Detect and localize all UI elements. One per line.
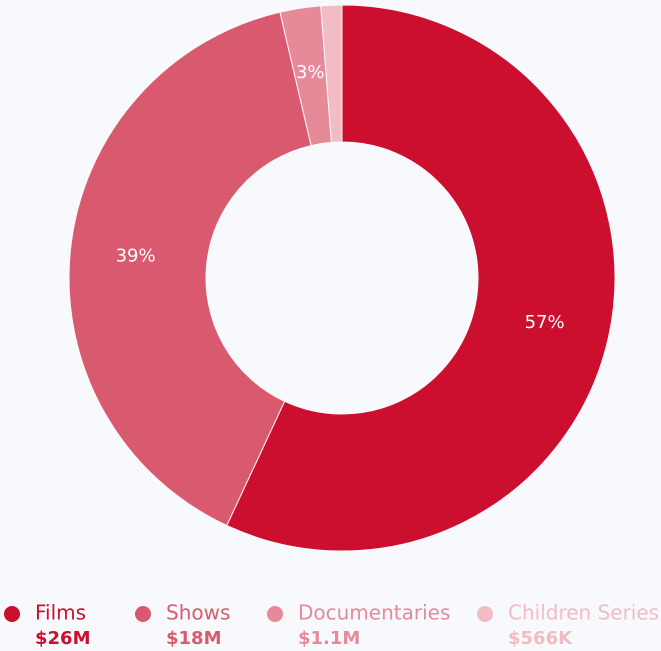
legend-item[interactable]: Films $26M <box>4 601 91 650</box>
legend-label: Films <box>35 601 86 625</box>
legend-item[interactable]: Shows $18M <box>135 601 230 650</box>
slice <box>320 4 343 143</box>
legend-marker <box>4 606 20 622</box>
legend-label: Children Series <box>508 601 659 625</box>
legend-label: Documentaries <box>298 601 450 625</box>
legend-marker <box>267 606 283 622</box>
legend-value: $1.1M <box>298 628 360 649</box>
percent-label: 39% <box>116 246 156 267</box>
percent-label: 57% <box>525 312 565 333</box>
legend-value: $26M <box>35 628 91 649</box>
slice <box>226 4 616 552</box>
legend-item[interactable]: Children Series $566K <box>477 601 659 650</box>
legend-label: Shows <box>166 601 230 625</box>
slice <box>68 11 312 527</box>
legend-value: $18M <box>166 628 222 649</box>
legend-marker <box>477 606 493 622</box>
legend-marker <box>135 606 151 622</box>
legend-item[interactable]: Documentaries $1.1M <box>267 601 450 650</box>
percent-label: 3% <box>296 62 325 83</box>
legend-value: $566K <box>508 628 573 649</box>
